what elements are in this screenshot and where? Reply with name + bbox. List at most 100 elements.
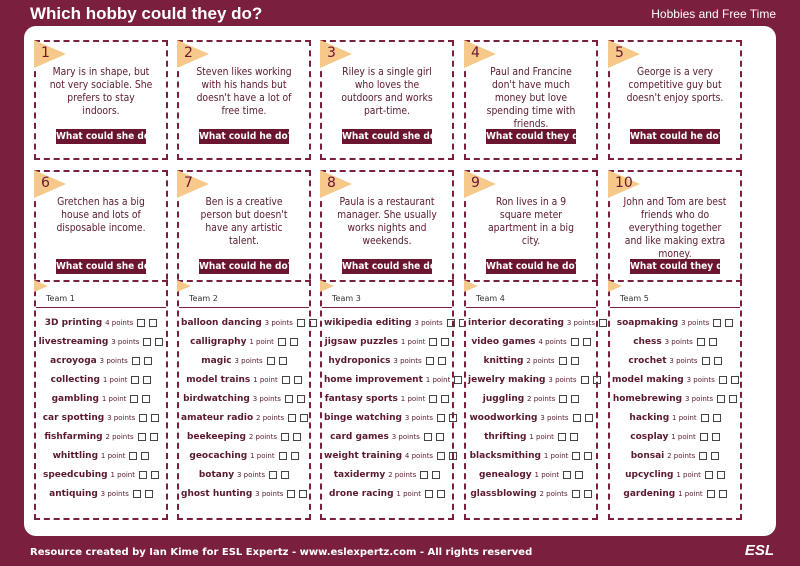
checkbox[interactable]: [704, 470, 713, 479]
checkbox[interactable]: [557, 432, 566, 441]
checkbox[interactable]: [277, 337, 286, 346]
checkbox[interactable]: [131, 356, 140, 365]
checkbox[interactable]: [436, 489, 445, 498]
checkbox[interactable]: [449, 451, 458, 460]
checkbox[interactable]: [569, 432, 578, 441]
checkbox[interactable]: [131, 375, 140, 384]
checkbox[interactable]: [432, 470, 441, 479]
corner-flag-icon: [34, 40, 66, 68]
checkbox[interactable]: [583, 489, 592, 498]
checkbox[interactable]: [454, 375, 463, 384]
checkbox[interactable]: [449, 413, 458, 422]
checkbox[interactable]: [266, 356, 275, 365]
checkbox[interactable]: [599, 318, 608, 327]
checkbox[interactable]: [293, 375, 302, 384]
checkbox[interactable]: [435, 432, 444, 441]
checkbox[interactable]: [584, 451, 593, 460]
checkbox[interactable]: [712, 413, 721, 422]
checkbox[interactable]: [730, 375, 739, 384]
checkbox[interactable]: [296, 318, 305, 327]
checkbox[interactable]: [289, 337, 298, 346]
checkbox[interactable]: [570, 337, 579, 346]
checkbox[interactable]: [293, 432, 302, 441]
checkbox[interactable]: [308, 318, 317, 327]
checkbox[interactable]: [559, 394, 568, 403]
checkbox[interactable]: [571, 489, 580, 498]
checkbox[interactable]: [699, 432, 708, 441]
checkbox[interactable]: [429, 337, 438, 346]
checkbox[interactable]: [570, 356, 579, 365]
checkbox[interactable]: [288, 413, 297, 422]
checkbox[interactable]: [711, 451, 720, 460]
checkbox[interactable]: [718, 375, 727, 384]
checkbox[interactable]: [437, 451, 446, 460]
checkbox[interactable]: [149, 432, 158, 441]
checkbox[interactable]: [149, 318, 158, 327]
checkbox[interactable]: [278, 451, 287, 460]
checkbox[interactable]: [572, 413, 581, 422]
checkbox[interactable]: [584, 413, 593, 422]
checkbox[interactable]: [729, 394, 738, 403]
checkbox[interactable]: [130, 394, 139, 403]
checkbox[interactable]: [281, 470, 290, 479]
checkbox[interactable]: [718, 489, 727, 498]
checkbox[interactable]: [151, 413, 160, 422]
checkbox[interactable]: [299, 489, 308, 498]
checkbox[interactable]: [138, 470, 147, 479]
checkbox[interactable]: [278, 356, 287, 365]
checkbox[interactable]: [717, 394, 726, 403]
checkbox[interactable]: [580, 375, 589, 384]
checkbox[interactable]: [725, 318, 734, 327]
checkbox[interactable]: [420, 470, 429, 479]
checkbox[interactable]: [139, 413, 148, 422]
checkbox[interactable]: [423, 432, 432, 441]
checkbox[interactable]: [713, 318, 722, 327]
checkbox[interactable]: [706, 489, 715, 498]
checkbox[interactable]: [708, 337, 717, 346]
checkbox[interactable]: [269, 470, 278, 479]
checkbox[interactable]: [558, 356, 567, 365]
checkbox[interactable]: [150, 470, 159, 479]
checkbox[interactable]: [144, 489, 153, 498]
checkbox[interactable]: [701, 356, 710, 365]
checkbox[interactable]: [571, 394, 580, 403]
checkbox[interactable]: [592, 375, 601, 384]
checkbox[interactable]: [143, 375, 152, 384]
checkbox[interactable]: [699, 451, 708, 460]
checkbox[interactable]: [696, 337, 705, 346]
checkbox[interactable]: [137, 432, 146, 441]
checkbox[interactable]: [713, 356, 722, 365]
checkbox[interactable]: [575, 470, 584, 479]
checkbox[interactable]: [424, 489, 433, 498]
checkbox[interactable]: [155, 337, 164, 346]
checkbox[interactable]: [582, 337, 591, 346]
checkbox[interactable]: [296, 394, 305, 403]
checkbox[interactable]: [143, 356, 152, 365]
checkbox[interactable]: [437, 413, 446, 422]
checkbox[interactable]: [141, 451, 150, 460]
checkbox[interactable]: [711, 432, 720, 441]
checkbox[interactable]: [441, 337, 450, 346]
checkbox[interactable]: [437, 356, 446, 365]
checkbox[interactable]: [425, 356, 434, 365]
checkbox[interactable]: [429, 394, 438, 403]
checkbox[interactable]: [716, 470, 725, 479]
checkbox[interactable]: [700, 413, 709, 422]
checkbox[interactable]: [287, 489, 296, 498]
hobby-points: 3 points: [669, 357, 698, 365]
checkbox[interactable]: [441, 394, 450, 403]
checkbox[interactable]: [281, 432, 290, 441]
checkbox[interactable]: [137, 318, 146, 327]
checkbox[interactable]: [142, 394, 151, 403]
checkbox[interactable]: [572, 451, 581, 460]
checkbox[interactable]: [281, 375, 290, 384]
checkbox[interactable]: [132, 489, 141, 498]
checkbox[interactable]: [143, 337, 152, 346]
checkbox[interactable]: [300, 413, 309, 422]
checkbox[interactable]: [284, 394, 293, 403]
checkbox[interactable]: [129, 451, 138, 460]
divider: [179, 307, 309, 308]
checkbox[interactable]: [290, 451, 299, 460]
checkbox[interactable]: [446, 318, 455, 327]
checkbox[interactable]: [563, 470, 572, 479]
